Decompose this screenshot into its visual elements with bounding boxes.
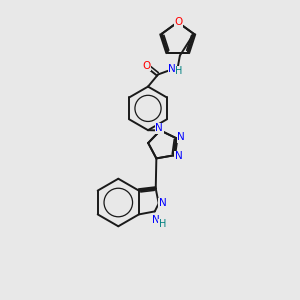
- Text: O: O: [175, 17, 183, 27]
- Text: N: N: [177, 132, 185, 142]
- Text: N: N: [152, 215, 160, 225]
- Text: N: N: [159, 199, 167, 208]
- Text: H: H: [159, 219, 166, 229]
- Text: O: O: [142, 61, 150, 70]
- Text: H: H: [175, 67, 183, 76]
- Text: N: N: [155, 123, 163, 134]
- Text: N: N: [175, 152, 182, 161]
- Text: N: N: [168, 64, 176, 74]
